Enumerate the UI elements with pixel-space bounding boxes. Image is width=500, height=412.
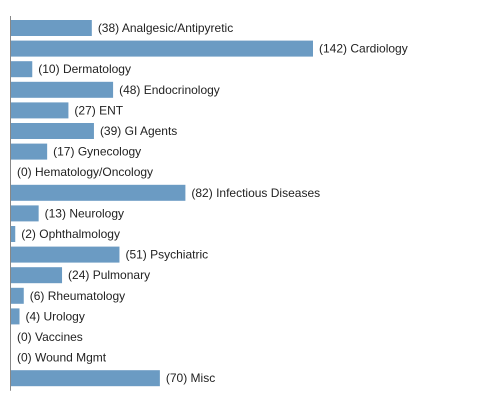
- bar-urology: [11, 308, 20, 325]
- bar-analgesic-antipyretic: [11, 20, 92, 36]
- bar-label: (17) Gynecology: [53, 145, 141, 159]
- bar-label: (24) Pulmonary: [68, 268, 150, 282]
- bar-label: (6) Rheumatology: [30, 289, 125, 303]
- bar-cardiology: [11, 40, 313, 57]
- bar-ent: [11, 102, 69, 119]
- bars-group: [11, 20, 313, 387]
- bar-infectious-diseases: [11, 184, 186, 201]
- bar-label: (38) Analgesic/Antipyretic: [98, 21, 233, 35]
- bar-dermatology: [11, 61, 33, 78]
- bar-psychiatric: [11, 246, 120, 263]
- bar-label: (48) Endocrinology: [119, 83, 220, 97]
- bar-endocrinology: [11, 81, 114, 98]
- bar-neurology: [11, 205, 39, 222]
- bar-label: (0) Vaccines: [17, 330, 83, 344]
- bar-gynecology: [11, 143, 48, 160]
- bar-label: (142) Cardiology: [319, 42, 408, 56]
- bar-label: (10) Dermatology: [38, 62, 131, 76]
- labels-group: (38) Analgesic/Antipyretic (142) Cardiolo…: [17, 21, 408, 385]
- bar-rheumatology: [11, 287, 24, 304]
- bar-misc: [11, 370, 160, 387]
- bar-label: (2) Ophthalmology: [21, 227, 120, 241]
- bar-label: (4) Urology: [26, 309, 85, 323]
- bar-ophthalmology: [11, 226, 16, 242]
- bar-label: (51) Psychiatric: [125, 248, 208, 262]
- bar-pulmonary: [11, 267, 63, 284]
- bar-label: (27) ENT: [74, 103, 123, 117]
- bar-label: (13) Neurology: [45, 206, 124, 220]
- bar-label: (82) Infectious Diseases: [191, 186, 320, 200]
- bar-label: (70) Misc: [166, 371, 215, 385]
- bar-label: (0) Wound Mgmt: [17, 351, 107, 365]
- bar-gi-agents: [11, 123, 94, 139]
- bar-label: (0) Hematology/Oncology: [17, 165, 153, 179]
- bar-label: (39) GI Agents: [100, 124, 177, 138]
